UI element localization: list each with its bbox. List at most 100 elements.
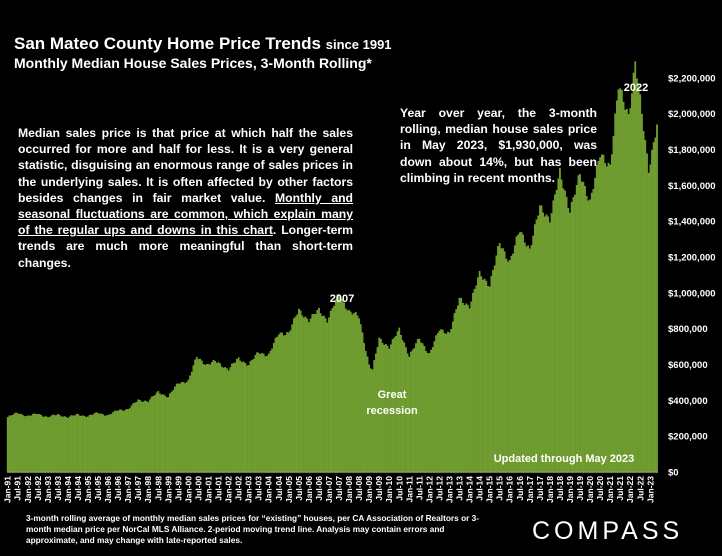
bar: [100, 413, 103, 473]
bar: [438, 330, 441, 473]
footnote: 3-month rolling average of monthly media…: [26, 513, 480, 545]
annotation-recession: recession: [366, 405, 418, 417]
bar: [207, 364, 210, 473]
bar: [619, 88, 622, 473]
bar: [600, 154, 603, 473]
bar: [140, 401, 143, 473]
bar: [229, 367, 232, 473]
x-tick-label: Jan-18: [545, 476, 555, 503]
bar: [221, 366, 223, 473]
x-tick-label: Jan-00: [183, 476, 193, 503]
bar: [339, 298, 342, 473]
bar: [180, 382, 183, 473]
bar: [241, 362, 243, 473]
bar: [134, 402, 136, 473]
x-tick-label: Jul-08: [354, 476, 364, 501]
bar: [108, 414, 111, 473]
bar: [614, 113, 617, 473]
bar: [227, 370, 230, 473]
bar: [584, 186, 586, 473]
bar: [443, 333, 446, 473]
bar: [364, 350, 367, 473]
bar: [441, 329, 444, 473]
bar: [574, 194, 576, 473]
bar: [559, 168, 561, 473]
bar: [425, 351, 427, 473]
bar: [329, 310, 332, 473]
bar: [333, 305, 335, 473]
bar-group: [6, 61, 658, 473]
bar: [450, 329, 453, 473]
bar: [537, 215, 540, 473]
bar: [304, 316, 307, 473]
bar: [185, 381, 188, 473]
bar: [272, 342, 275, 473]
x-tick-label: Jul-05: [294, 476, 304, 501]
bar: [473, 288, 476, 473]
bar: [431, 347, 434, 473]
bar: [505, 258, 508, 473]
bar: [482, 279, 484, 473]
bar: [512, 253, 514, 473]
x-tick-label: Jul-13: [455, 476, 465, 501]
x-tick-label: Jul-98: [153, 476, 163, 501]
bar: [354, 312, 357, 473]
bar: [177, 383, 180, 473]
bar: [629, 108, 632, 473]
annotation-updated: Updated through May 2023: [494, 453, 635, 465]
bar: [35, 414, 37, 473]
bar: [326, 322, 329, 473]
x-tick-label: Jan-93: [43, 476, 53, 503]
bar: [286, 332, 289, 473]
bar: [349, 311, 352, 473]
bar: [68, 416, 71, 473]
bar: [621, 89, 623, 473]
x-tick-label: Jan-12: [424, 476, 434, 503]
bar: [472, 292, 474, 473]
x-tick-label: Jul-06: [314, 476, 324, 501]
bar: [78, 415, 81, 473]
bar: [150, 396, 153, 473]
bar: [445, 333, 447, 473]
bar: [646, 153, 648, 473]
chart-subtitle: Monthly Median House Sales Prices, 3-Mon…: [14, 55, 372, 71]
bar: [40, 414, 42, 473]
bar: [115, 410, 118, 473]
bar: [211, 362, 213, 473]
y-tick-label: $2,000,000: [668, 109, 716, 120]
bar: [209, 364, 212, 473]
bar: [175, 383, 178, 473]
y-tick-label: $1,000,000: [668, 288, 716, 299]
bar: [375, 353, 377, 473]
bar: [420, 342, 422, 473]
bar: [6, 417, 9, 473]
bar: [53, 415, 56, 473]
bar: [490, 275, 493, 473]
bar: [135, 401, 138, 473]
bar: [605, 166, 608, 473]
bar: [139, 399, 141, 473]
x-tick-label: Jul-16: [515, 476, 525, 501]
bar: [503, 251, 506, 473]
bar: [609, 164, 611, 473]
bar: [547, 216, 550, 473]
x-tick-label: Jul-09: [374, 476, 384, 501]
bar: [82, 415, 84, 473]
bar: [271, 348, 273, 473]
bar: [98, 413, 101, 473]
bar: [572, 197, 575, 473]
bar: [378, 337, 381, 473]
bar: [542, 212, 545, 473]
bar: [234, 362, 237, 473]
bar: [224, 366, 227, 473]
bar: [361, 332, 364, 473]
bar: [485, 280, 488, 473]
bar: [112, 411, 114, 473]
x-tick-label: Jan-10: [384, 476, 394, 503]
bar: [624, 109, 627, 473]
bar: [388, 348, 391, 473]
bar: [311, 314, 314, 473]
bar: [226, 368, 228, 473]
bar: [557, 178, 560, 473]
